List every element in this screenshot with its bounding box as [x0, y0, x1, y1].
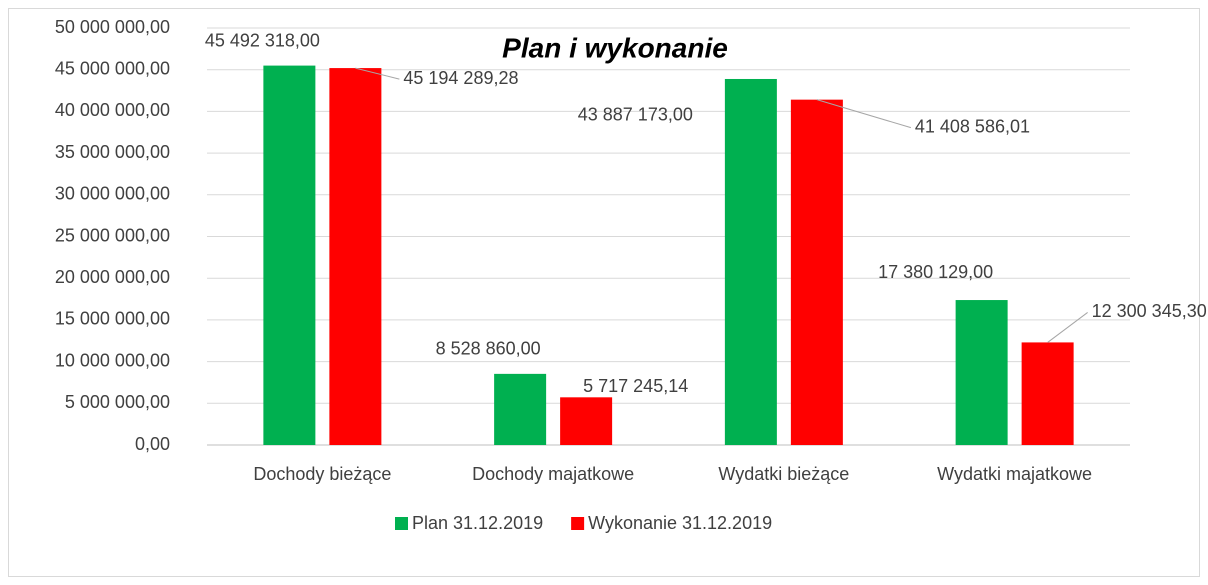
bar	[329, 68, 382, 446]
y-tick-label: 35 000 000,00	[55, 142, 170, 162]
bar	[494, 373, 547, 445]
data-label: 12 300 345,30	[1092, 301, 1207, 321]
y-tick-label: 25 000 000,00	[55, 225, 170, 245]
bar	[955, 300, 1008, 445]
x-tick-label: Wydatki majatkowe	[937, 464, 1092, 484]
bar	[790, 99, 843, 445]
data-label: 45 492 318,00	[205, 30, 320, 50]
chart-border	[8, 8, 1200, 577]
legend-label: Wykonanie 31.12.2019	[588, 513, 772, 533]
y-tick-label: 30 000 000,00	[55, 184, 170, 204]
y-tick-label: 10 000 000,00	[55, 350, 170, 370]
data-label: 45 194 289,28	[403, 68, 518, 88]
leader-line	[816, 99, 912, 129]
bar	[1021, 342, 1074, 445]
legend-label: Plan 31.12.2019	[412, 513, 543, 533]
data-label: 43 887 173,00	[578, 105, 693, 125]
x-tick-label: Wydatki bieżące	[718, 464, 849, 484]
bar	[263, 65, 316, 446]
data-label: 41 408 586,01	[915, 116, 1030, 136]
y-tick-label: 40 000 000,00	[55, 100, 170, 120]
data-label: 5 717 245,14	[583, 376, 688, 396]
legend-swatch	[571, 517, 585, 530]
bar	[724, 78, 777, 445]
y-tick-label: 50 000 000,00	[55, 17, 170, 37]
y-tick-label: 15 000 000,00	[55, 309, 170, 329]
leader-line	[355, 67, 400, 80]
x-tick-label: Dochody bieżące	[253, 464, 391, 484]
legend-swatch	[395, 517, 408, 530]
y-tick-label: 20 000 000,00	[55, 267, 170, 287]
leader-line	[1047, 312, 1088, 343]
bar	[560, 397, 613, 445]
data-label: 17 380 129,00	[878, 262, 993, 282]
x-tick-label: Dochody majatkowe	[472, 464, 634, 484]
y-tick-label: 5 000 000,00	[65, 392, 170, 412]
data-label: 8 528 860,00	[436, 339, 541, 359]
chart-title: Plan i wykonanie	[502, 32, 728, 63]
y-tick-label: 0,00	[135, 434, 170, 454]
y-tick-label: 45 000 000,00	[55, 58, 170, 78]
